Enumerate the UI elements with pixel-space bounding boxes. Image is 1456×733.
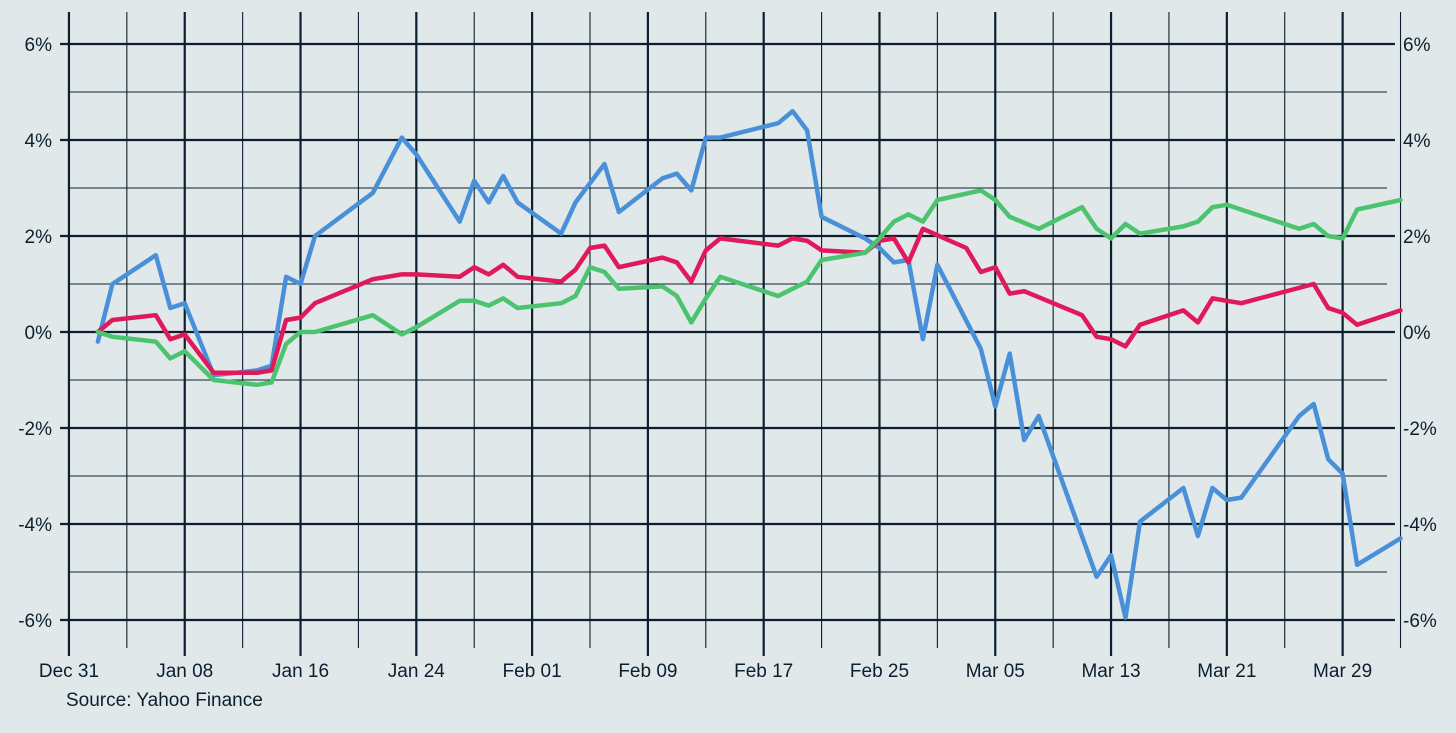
y-tick-label-left: 4% (25, 131, 53, 152)
x-tick-label: Jan 24 (388, 661, 445, 682)
y-tick-label-left: -6% (18, 611, 52, 632)
y-tick-label-left: 0% (25, 323, 53, 344)
x-tick-label: Mar 05 (966, 661, 1025, 682)
y-tick-label-left: -4% (18, 515, 52, 536)
major-gridlines (60, 12, 1395, 656)
x-axis-labels: Dec 31 Jan 08 Jan 16 Jan 24 Feb 01 Feb 09 Feb … (39, 661, 1372, 682)
x-tick-label: Jan 08 (156, 661, 213, 682)
y-tick-label-right: -6% (1403, 611, 1437, 632)
minor-gridlines (68, 12, 1402, 648)
y-tick-label-right: 2% (1403, 227, 1431, 248)
series-line-2 (95, 226, 1403, 376)
series-lines (95, 108, 1403, 620)
y-tick-label-right: -2% (1403, 419, 1437, 440)
x-tick-label: Feb 01 (503, 661, 562, 682)
y-tick-label-left: 2% (25, 227, 53, 248)
x-tick-label: Jan 16 (272, 661, 329, 682)
y-axis-left-labels: 6% 4% 2% 0% -2% -4% -6% (18, 35, 52, 632)
source-note: Source: Yahoo Finance (66, 690, 263, 711)
x-tick-label: Mar 21 (1197, 661, 1256, 682)
y-tick-label-left: -2% (18, 419, 52, 440)
y-tick-label-right: 6% (1403, 35, 1431, 56)
x-tick-label: Feb 25 (850, 661, 909, 682)
y-tick-label-right: 0% (1403, 323, 1431, 344)
y-tick-label-left: 6% (25, 35, 53, 56)
x-tick-label: Feb 17 (734, 661, 793, 682)
x-tick-label: Feb 09 (618, 661, 677, 682)
y-tick-label-right: 4% (1403, 131, 1431, 152)
x-tick-label: Mar 29 (1313, 661, 1372, 682)
y-axis-right-labels: 6% 4% 2% 0% -2% -4% -6% (1403, 35, 1437, 632)
x-tick-label: Dec 31 (39, 661, 99, 682)
x-tick-label: Mar 13 (1081, 661, 1140, 682)
y-tick-label-right: -4% (1403, 515, 1437, 536)
series-line-1 (95, 108, 1403, 620)
series-line-3 (95, 188, 1403, 388)
